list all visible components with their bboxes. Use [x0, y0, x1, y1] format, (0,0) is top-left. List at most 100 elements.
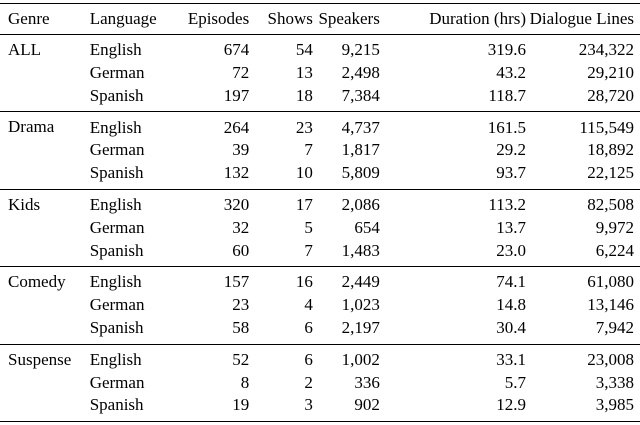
cell-duration: 161.5 — [487, 117, 527, 137]
header-dialogue-lines: Dialogue Lines — [526, 3, 640, 35]
cell-duration: 12.9 — [379, 394, 527, 422]
cell-duration: 33.1 — [496, 349, 527, 369]
cell-language: German — [89, 295, 145, 315]
genre-group: Suspense English 52 6 1,002 33.1 23,008 German 8… — [0, 344, 640, 422]
table-row: ALL English 674 54 9,215 319.6 234,322 — [0, 35, 640, 62]
genre-group: Comedy English 157 16 2,449 74.1 61,080 German 2… — [0, 267, 640, 345]
cell-dialogue-lines: 3,338 — [595, 372, 634, 392]
cell-genre — [0, 161, 90, 190]
cell-speakers: 902 — [312, 394, 380, 422]
header-duration: Duration (hrs) — [379, 3, 527, 35]
cell-episodes: 52 — [232, 349, 250, 369]
cell-episodes: 132 — [167, 161, 250, 190]
cell-speakers: 4,737 — [341, 117, 380, 137]
table-row: Spanish 60 7 1,483 23.0 6,224 — [0, 239, 640, 268]
cell-genre: Kids — [8, 194, 41, 214]
cell-dialogue-lines: 13,146 — [587, 295, 634, 315]
cell-genre — [0, 84, 90, 113]
cell-episodes: 60 — [167, 239, 250, 268]
table-row: Spanish 132 10 5,809 93.7 22,125 — [0, 161, 640, 190]
dataset-statistics-table: Genre Language Episodes Shows Speakers D… — [0, 3, 640, 422]
cell-duration: 14.8 — [496, 295, 527, 315]
cell-episodes: 264 — [223, 117, 250, 137]
cell-genre: Comedy — [8, 272, 66, 292]
cell-dialogue-lines: 6,224 — [526, 239, 640, 268]
cell-language: Spanish — [89, 316, 168, 345]
header-genre: Genre — [0, 3, 90, 35]
cell-genre — [0, 294, 90, 317]
cell-genre — [0, 371, 90, 394]
cell-episodes: 8 — [240, 372, 250, 392]
cell-episodes: 320 — [223, 194, 250, 214]
cell-speakers: 654 — [354, 217, 380, 237]
table-row: Spanish 58 6 2,197 30.4 7,942 — [0, 316, 640, 345]
cell-duration: 23.0 — [379, 239, 527, 268]
table-row: Drama English 264 23 4,737 161.5 115,549 — [0, 112, 640, 139]
table-row: German 72 13 2,498 43.2 29,210 — [0, 62, 640, 85]
cell-language: English — [89, 349, 142, 369]
cell-duration: 30.4 — [379, 316, 527, 345]
cell-shows: 6 — [304, 349, 313, 369]
cell-episodes: 32 — [232, 217, 250, 237]
cell-dialogue-lines: 7,942 — [526, 316, 640, 345]
cell-shows: 7 — [304, 140, 313, 160]
cell-duration: 13.7 — [496, 217, 527, 237]
cell-genre — [0, 394, 90, 422]
cell-shows: 54 — [295, 40, 313, 60]
table-row: German 8 2 336 5.7 3,338 — [0, 371, 640, 394]
cell-speakers: 1,817 — [341, 140, 380, 160]
cell-speakers: 1,483 — [312, 239, 380, 268]
cell-language: Spanish — [89, 84, 168, 113]
table-row: German 32 5 654 13.7 9,972 — [0, 217, 640, 240]
cell-speakers: 336 — [354, 372, 380, 392]
cell-genre: Suspense — [8, 349, 72, 369]
cell-language: German — [89, 140, 145, 160]
cell-dialogue-lines: 29,210 — [587, 62, 634, 82]
cell-genre: Drama — [8, 117, 55, 137]
cell-shows: 13 — [295, 62, 313, 82]
cell-duration: 29.2 — [496, 140, 527, 160]
cell-language: German — [89, 217, 145, 237]
cell-genre — [0, 139, 90, 162]
cell-shows: 5 — [304, 217, 313, 237]
cell-shows: 17 — [295, 194, 313, 214]
header-episodes: Episodes — [167, 3, 250, 35]
genre-group: Kids English 320 17 2,086 113.2 82,508 German 32… — [0, 189, 640, 268]
table-row: German 39 7 1,817 29.2 18,892 — [0, 139, 640, 162]
cell-language: German — [89, 62, 145, 82]
genre-group: Drama English 264 23 4,737 161.5 115,549 German… — [0, 112, 640, 190]
cell-genre — [0, 239, 90, 268]
header-speakers: Speakers — [312, 3, 380, 35]
cell-shows: 2 — [304, 372, 313, 392]
cell-speakers: 2,449 — [341, 272, 380, 292]
cell-genre — [0, 62, 90, 85]
cell-duration: 74.1 — [496, 272, 527, 292]
cell-dialogue-lines: 3,985 — [526, 394, 640, 422]
cell-language: Spanish — [89, 239, 168, 268]
cell-language: German — [89, 372, 145, 392]
cell-dialogue-lines: 82,508 — [587, 194, 634, 214]
table-row: Spanish 19 3 902 12.9 3,985 — [0, 394, 640, 422]
cell-episodes: 674 — [223, 40, 250, 60]
cell-duration: 93.7 — [379, 161, 527, 190]
cell-shows: 10 — [249, 161, 313, 190]
cell-duration: 5.7 — [504, 372, 527, 392]
cell-episodes: 157 — [223, 272, 250, 292]
cell-dialogue-lines: 18,892 — [587, 140, 634, 160]
cell-shows: 3 — [249, 394, 313, 422]
cell-speakers: 1,023 — [341, 295, 380, 315]
cell-shows: 6 — [249, 316, 313, 345]
cell-duration: 43.2 — [496, 62, 527, 82]
cell-episodes: 39 — [232, 140, 250, 160]
cell-dialogue-lines: 9,972 — [595, 217, 634, 237]
table-header: Genre Language Episodes Shows Speakers D… — [0, 3, 640, 35]
cell-shows: 7 — [249, 239, 313, 268]
genre-group: ALL English 674 54 9,215 319.6 234,322 German 72… — [0, 35, 640, 113]
table-row: Suspense English 52 6 1,002 33.1 23,008 — [0, 344, 640, 371]
cell-dialogue-lines: 22,125 — [526, 161, 640, 190]
cell-speakers: 2,086 — [341, 194, 380, 214]
header-row: Genre Language Episodes Shows Speakers D… — [0, 3, 640, 35]
cell-duration: 319.6 — [487, 40, 527, 60]
header-shows: Shows — [249, 3, 313, 35]
